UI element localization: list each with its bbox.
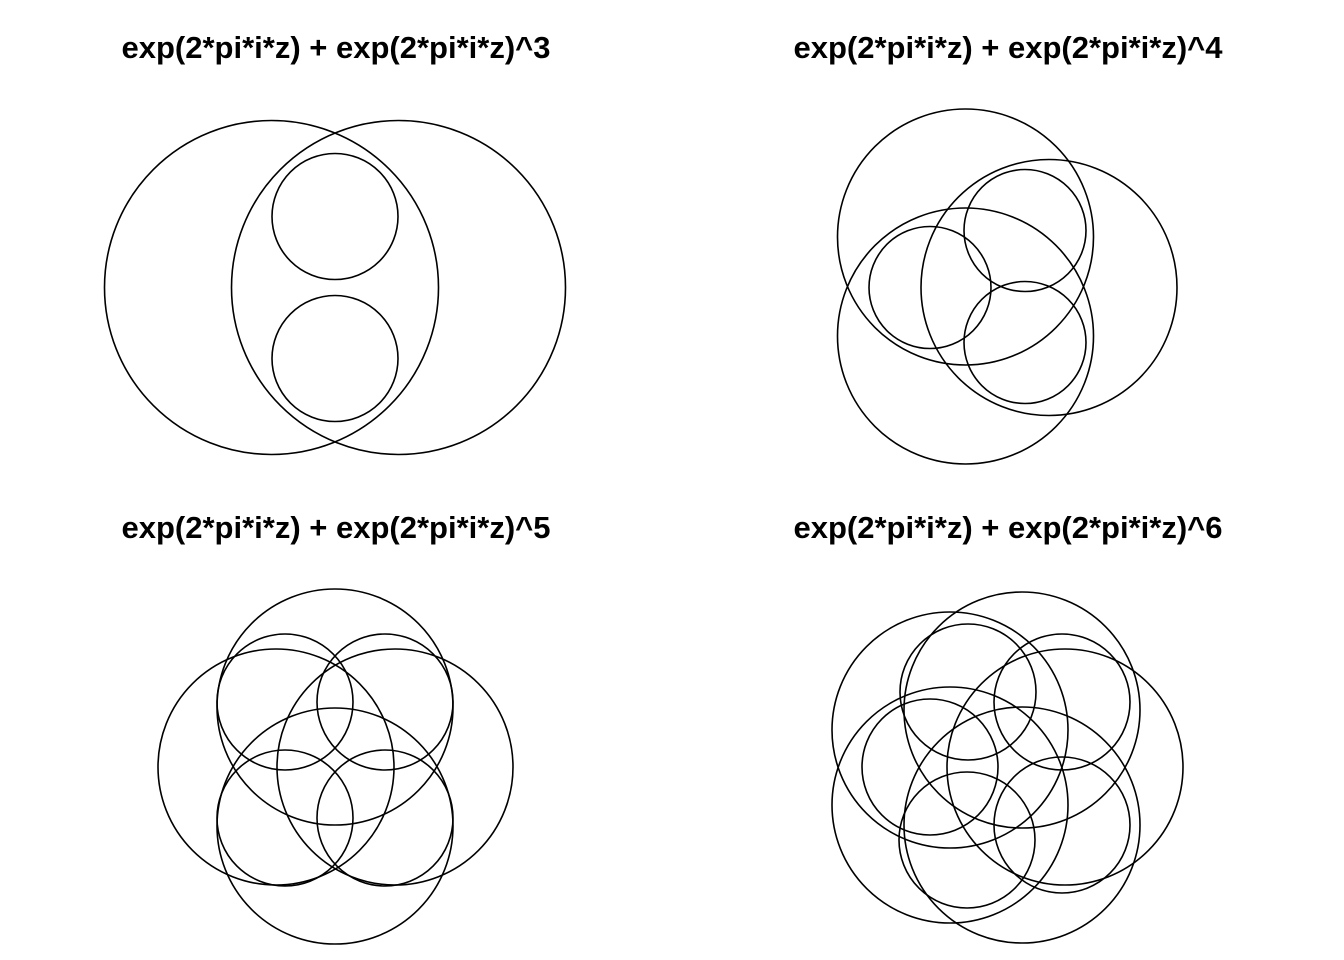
panel-title: exp(2*pi*i*z) + exp(2*pi*i*z)^4	[793, 30, 1223, 65]
circle-pattern-power-3	[103, 119, 567, 456]
circle	[963, 280, 1087, 405]
circle-pattern-power-6	[831, 591, 1184, 944]
circle	[899, 623, 1037, 761]
panel-power-6: exp(2*pi*i*z) + exp(2*pi*i*z)^6	[672, 480, 1344, 960]
circle	[868, 225, 992, 350]
panel-title: exp(2*pi*i*z) + exp(2*pi*i*z)^5	[121, 510, 551, 545]
circle	[216, 588, 454, 826]
circle	[963, 168, 1087, 293]
panel-title: exp(2*pi*i*z) + exp(2*pi*i*z)^6	[793, 510, 1223, 545]
circle	[920, 158, 1178, 417]
circle	[946, 648, 1184, 886]
circle-pattern-power-4	[836, 108, 1178, 465]
circle	[861, 698, 999, 836]
circle	[993, 756, 1131, 894]
circle	[831, 611, 1069, 849]
circle	[216, 633, 354, 771]
circle	[271, 294, 399, 423]
circle	[993, 633, 1131, 771]
circle	[216, 707, 454, 945]
circle	[903, 706, 1141, 944]
circle	[836, 207, 1095, 465]
circle	[836, 108, 1095, 366]
circle	[103, 119, 440, 456]
circle	[216, 749, 354, 887]
circle	[831, 686, 1069, 924]
panel-power-3: exp(2*pi*i*z) + exp(2*pi*i*z)^3	[0, 0, 672, 480]
circle	[316, 749, 454, 887]
panel-title: exp(2*pi*i*z) + exp(2*pi*i*z)^3	[121, 30, 551, 65]
circle	[157, 648, 395, 886]
circle	[316, 633, 454, 771]
circle	[276, 648, 514, 886]
circle	[903, 591, 1141, 829]
panel-power-5: exp(2*pi*i*z) + exp(2*pi*i*z)^5	[0, 480, 672, 960]
panel-power-4: exp(2*pi*i*z) + exp(2*pi*i*z)^4	[672, 0, 1344, 480]
circle-pattern-power-5	[157, 588, 514, 945]
circle	[898, 771, 1036, 909]
circle	[271, 152, 399, 281]
circle	[230, 119, 567, 456]
